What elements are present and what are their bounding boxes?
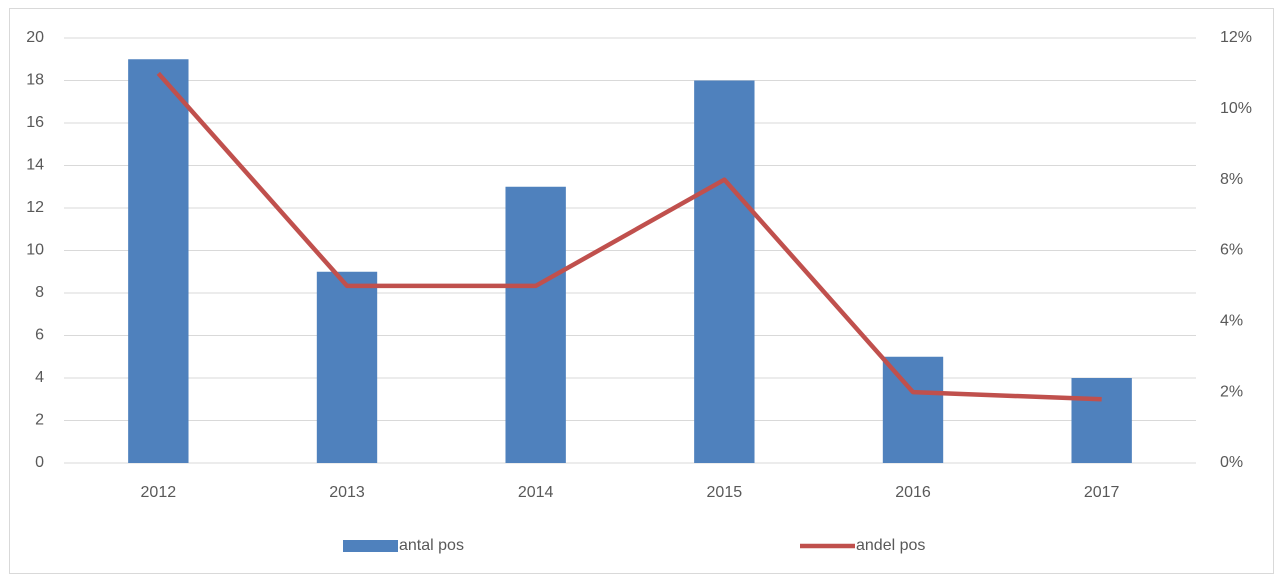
x-tick-label: 2012 [141, 484, 177, 501]
x-tick-label: 2017 [1084, 484, 1120, 501]
bar [128, 59, 189, 463]
bar [882, 356, 944, 463]
y-tick-label: 10 [26, 242, 44, 259]
y-tick-label: 4 [35, 369, 44, 386]
y2-tick-label: 2% [1220, 383, 1243, 400]
y2-tick-label: 12% [1220, 29, 1252, 46]
chart-border [9, 8, 1274, 574]
y-tick-label: 16 [26, 114, 44, 131]
line [156, 71, 1102, 402]
y-tick-label: 12 [26, 199, 44, 216]
y2-tick-label: 0% [1220, 454, 1243, 471]
y2-tick-label: 10% [1220, 100, 1252, 117]
y2-tick-label: 6% [1220, 242, 1243, 259]
y2-tick-label: 8% [1220, 171, 1243, 188]
y-tick-label: 14 [26, 157, 44, 174]
x-tick-label: 2013 [329, 484, 365, 501]
y-tick-label: 6 [35, 327, 44, 344]
bar [694, 80, 755, 463]
y-tick-label: 8 [35, 284, 44, 301]
y-tick-label: 18 [26, 72, 44, 89]
y2-tick-label: 4% [1220, 313, 1243, 330]
legend-label: antal pos [399, 537, 464, 554]
y-tick-label: 0 [35, 454, 44, 471]
bar [505, 186, 566, 463]
bar [1071, 378, 1132, 463]
y-tick-label: 2 [35, 412, 44, 429]
x-tick-label: 2016 [895, 484, 931, 501]
legend-swatch [343, 540, 398, 552]
y-tick-label: 20 [26, 29, 44, 46]
legend-label: andel pos [856, 537, 925, 554]
x-tick-label: 2014 [518, 484, 554, 501]
bar [316, 271, 378, 463]
x-tick-label: 2015 [707, 484, 743, 501]
